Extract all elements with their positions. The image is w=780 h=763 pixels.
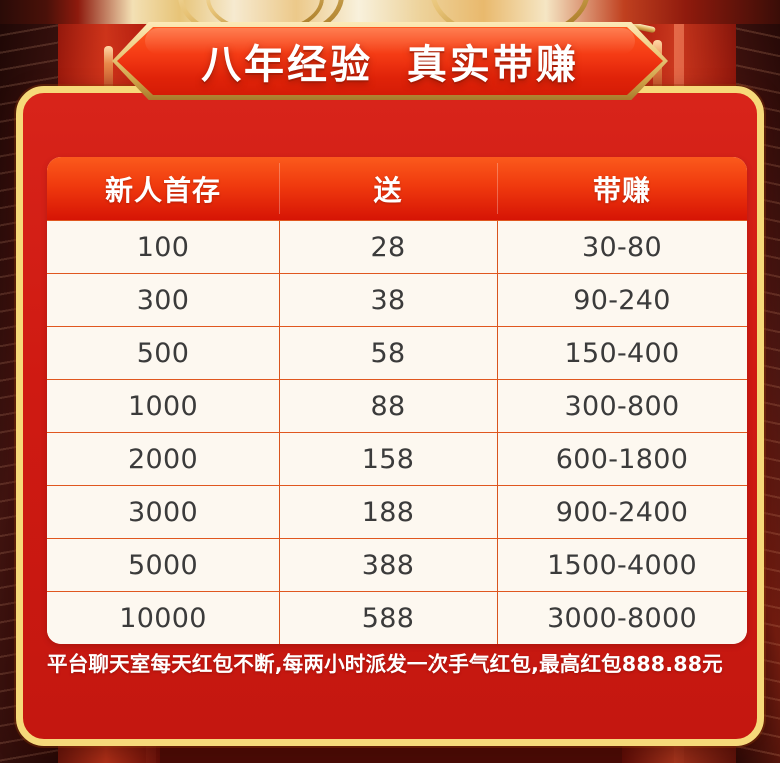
cell-deposit: 2000 bbox=[128, 443, 198, 475]
headline-text: 八年经验 真实带赚 bbox=[201, 42, 579, 88]
table-header-deposit: 新人首存 bbox=[104, 173, 221, 207]
cell-deposit: 10000 bbox=[119, 602, 207, 634]
cell-gift: 38 bbox=[279, 274, 497, 326]
table-header-earn: 带赚 bbox=[497, 157, 747, 220]
cell-gift: 588 bbox=[279, 592, 497, 644]
promo-footnote: 平台聊天室每天红包不断,每两小时派发一次手气红包,最高红包888.88元 bbox=[47, 652, 723, 676]
table-row: 2000 158 600-1800 bbox=[47, 432, 747, 485]
cell-gift: 58 bbox=[279, 327, 497, 379]
deposit-bonus-table: 新人首存 送 带赚 100 28 30-80 300 38 90-240 500… bbox=[47, 157, 747, 644]
cell-gift: 188 bbox=[279, 486, 497, 538]
table-row: 1000 88 300-800 bbox=[47, 379, 747, 432]
table-row: 300 38 90-240 bbox=[47, 273, 747, 326]
cell-gift: 158 bbox=[279, 433, 497, 485]
table-row: 3000 188 900-2400 bbox=[47, 485, 747, 538]
cell-deposit: 100 bbox=[136, 231, 190, 263]
table-header-gift: 送 bbox=[279, 157, 497, 220]
background-top-scene bbox=[0, 0, 780, 24]
table-row: 500 58 150-400 bbox=[47, 326, 747, 379]
ribbon-fill bbox=[117, 27, 663, 95]
cell-earn: 3000-8000 bbox=[497, 592, 747, 644]
table-header-row: 新人首存 送 带赚 bbox=[47, 157, 747, 220]
table-row: 10000 588 3000-8000 bbox=[47, 591, 747, 644]
cell-deposit: 300 bbox=[136, 284, 190, 316]
cell-gift: 388 bbox=[279, 539, 497, 591]
cell-earn: 150-400 bbox=[497, 327, 747, 379]
cell-deposit: 500 bbox=[136, 337, 190, 369]
cell-earn: 30-80 bbox=[497, 221, 747, 273]
decor-candle-left bbox=[104, 46, 113, 90]
cell-earn: 90-240 bbox=[497, 274, 747, 326]
cell-earn: 1500-4000 bbox=[497, 539, 747, 591]
cell-deposit: 5000 bbox=[128, 549, 198, 581]
headline-ribbon: 八年经验 真实带赚 bbox=[112, 22, 668, 100]
cell-deposit: 3000 bbox=[128, 496, 198, 528]
promo-card: 新人首存 送 带赚 100 28 30-80 300 38 90-240 500… bbox=[16, 86, 764, 746]
cell-earn: 900-2400 bbox=[497, 486, 747, 538]
table-row: 100 28 30-80 bbox=[47, 220, 747, 273]
cell-earn: 600-1800 bbox=[497, 433, 747, 485]
cell-gift: 88 bbox=[279, 380, 497, 432]
table-row: 5000 388 1500-4000 bbox=[47, 538, 747, 591]
cell-gift: 28 bbox=[279, 221, 497, 273]
cell-deposit: 1000 bbox=[128, 390, 198, 422]
cell-earn: 300-800 bbox=[497, 380, 747, 432]
